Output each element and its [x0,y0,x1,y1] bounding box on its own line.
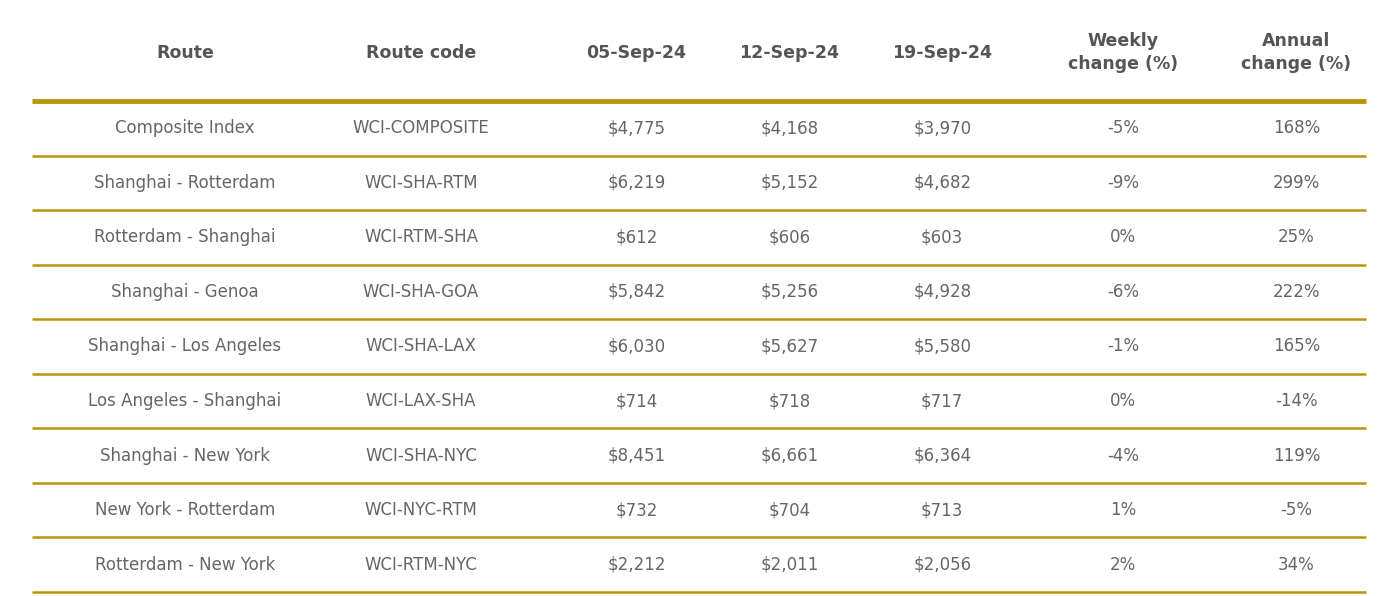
Text: Composite Index: Composite Index [115,119,254,138]
Text: WCI-RTM-NYC: WCI-RTM-NYC [365,555,478,573]
Text: Shanghai - Rotterdam: Shanghai - Rotterdam [94,174,275,192]
Text: $6,030: $6,030 [607,337,665,355]
Text: Annual
change (%): Annual change (%) [1241,32,1352,73]
Text: $4,928: $4,928 [913,283,972,301]
Text: WCI-SHA-NYC: WCI-SHA-NYC [365,446,477,464]
Text: $2,212: $2,212 [607,555,665,573]
Text: $714: $714 [615,392,657,410]
Text: Shanghai - New York: Shanghai - New York [99,446,270,464]
Text: 168%: 168% [1274,119,1320,138]
Text: $713: $713 [921,501,963,519]
Text: -5%: -5% [1107,119,1139,138]
Text: 25%: 25% [1278,228,1316,246]
Text: 12-Sep-24: 12-Sep-24 [740,44,839,61]
Text: WCI-RTM-SHA: WCI-RTM-SHA [363,228,478,246]
Text: -1%: -1% [1107,337,1139,355]
Text: -9%: -9% [1107,174,1139,192]
Text: $5,152: $5,152 [761,174,818,192]
Text: $5,842: $5,842 [607,283,665,301]
Text: -4%: -4% [1107,446,1139,464]
Text: WCI-SHA-LAX: WCI-SHA-LAX [365,337,477,355]
Text: -14%: -14% [1275,392,1318,410]
Text: 299%: 299% [1274,174,1320,192]
Text: New York - Rotterdam: New York - Rotterdam [95,501,275,519]
Text: -5%: -5% [1281,501,1313,519]
Text: 0%: 0% [1110,392,1137,410]
Text: 0%: 0% [1110,228,1137,246]
Text: $6,661: $6,661 [761,446,818,464]
Text: $5,627: $5,627 [761,337,818,355]
Text: $612: $612 [615,228,657,246]
Text: Weekly
change (%): Weekly change (%) [1068,32,1179,73]
Text: WCI-LAX-SHA: WCI-LAX-SHA [366,392,477,410]
Text: $704: $704 [769,501,811,519]
Text: $732: $732 [615,501,657,519]
Text: $6,364: $6,364 [913,446,972,464]
Text: WCI-SHA-GOA: WCI-SHA-GOA [363,283,480,301]
Text: $4,168: $4,168 [761,119,818,138]
Text: $8,451: $8,451 [607,446,665,464]
Text: 34%: 34% [1278,555,1316,573]
Text: $3,970: $3,970 [913,119,972,138]
Text: $717: $717 [921,392,963,410]
Text: 165%: 165% [1274,337,1320,355]
Text: $603: $603 [921,228,963,246]
Text: 222%: 222% [1272,283,1320,301]
Text: $5,580: $5,580 [913,337,972,355]
Text: Rotterdam - Shanghai: Rotterdam - Shanghai [94,228,275,246]
Text: Shanghai - Los Angeles: Shanghai - Los Angeles [88,337,281,355]
Text: 1%: 1% [1110,501,1137,519]
Text: Rotterdam - New York: Rotterdam - New York [95,555,275,573]
Text: $606: $606 [769,228,811,246]
Text: $4,775: $4,775 [608,119,665,138]
Text: WCI-NYC-RTM: WCI-NYC-RTM [365,501,478,519]
Text: $2,011: $2,011 [761,555,818,573]
Text: $2,056: $2,056 [913,555,972,573]
Text: 19-Sep-24: 19-Sep-24 [892,44,993,61]
Text: WCI-SHA-RTM: WCI-SHA-RTM [365,174,478,192]
Text: 2%: 2% [1110,555,1137,573]
Text: WCI-COMPOSITE: WCI-COMPOSITE [352,119,489,138]
Text: Los Angeles - Shanghai: Los Angeles - Shanghai [88,392,281,410]
Text: Route code: Route code [366,44,477,61]
Text: $5,256: $5,256 [761,283,818,301]
Text: 119%: 119% [1272,446,1320,464]
Text: -6%: -6% [1107,283,1139,301]
Text: Route: Route [157,44,214,61]
Text: 05-Sep-24: 05-Sep-24 [587,44,686,61]
Text: $4,682: $4,682 [913,174,972,192]
Text: $718: $718 [769,392,811,410]
Text: Shanghai - Genoa: Shanghai - Genoa [110,283,259,301]
Text: $6,219: $6,219 [607,174,665,192]
